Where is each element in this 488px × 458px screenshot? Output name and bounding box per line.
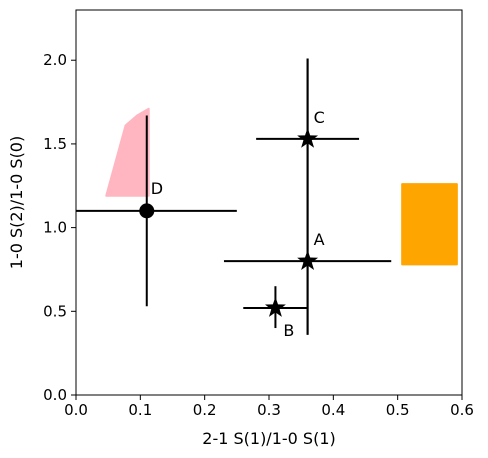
x-axis-ticks: 0.0 0.1 0.2 0.3 0.4 0.5 0.6 xyxy=(64,395,474,419)
x-axis-label: 2-1 S(1)/1-0 S(1) xyxy=(202,429,335,448)
point-label-a: A xyxy=(314,230,325,249)
y-tick-label: 1.0 xyxy=(43,219,67,237)
y-tick-label: 0.0 xyxy=(43,386,67,404)
point-labels: A B C D xyxy=(151,108,325,340)
marker-a xyxy=(297,250,319,270)
y-tick-label: 1.5 xyxy=(43,135,67,153)
x-tick-label: 0.3 xyxy=(257,401,281,419)
marker-d xyxy=(139,203,155,219)
x-tick-label: 0.0 xyxy=(64,401,88,419)
data-markers xyxy=(139,127,319,317)
region-1 xyxy=(401,183,458,266)
x-tick-label: 0.5 xyxy=(386,401,410,419)
marker-c xyxy=(297,127,319,148)
y-axis-label: 1-0 S(2)/1-0 S(0) xyxy=(7,136,26,269)
x-tick-label: 0.4 xyxy=(321,401,345,419)
point-label-b: B xyxy=(283,321,294,340)
y-tick-label: 2.0 xyxy=(43,51,67,69)
region-0 xyxy=(105,107,150,197)
marker-b xyxy=(264,296,286,317)
y-tick-label: 0.5 xyxy=(43,302,67,320)
y-axis-ticks: 0.0 0.5 1.0 1.5 2.0 xyxy=(43,51,76,404)
model-regions xyxy=(105,107,458,266)
x-tick-label: 0.1 xyxy=(128,401,152,419)
x-tick-label: 0.2 xyxy=(193,401,217,419)
point-label-d: D xyxy=(151,179,163,198)
point-label-c: C xyxy=(314,108,325,127)
x-tick-label: 0.6 xyxy=(450,401,474,419)
